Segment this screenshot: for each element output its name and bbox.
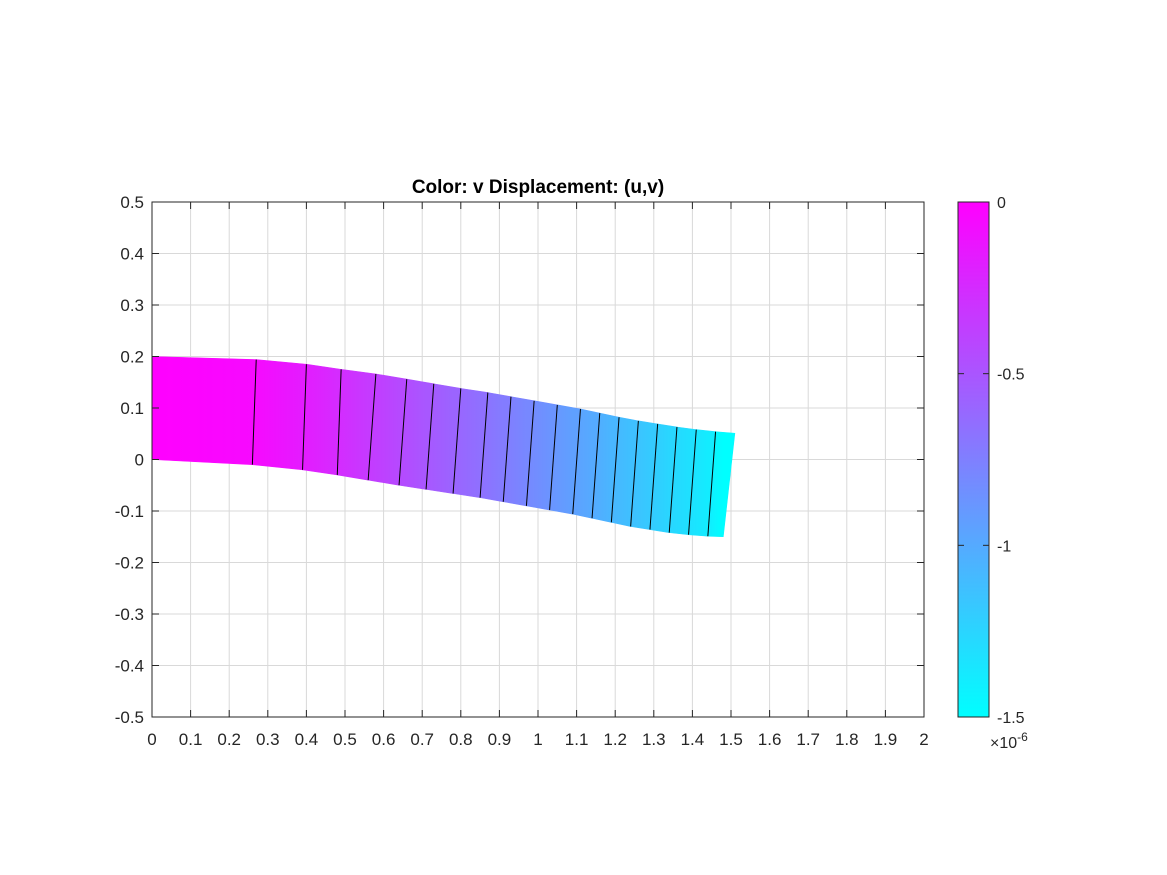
x-tick-marks	[151, 202, 925, 717]
mesh-line	[572, 408, 581, 515]
y-tick-label: 0.4	[120, 245, 144, 264]
x-tick-labels: 0 0.1 0.2 0.3 0.4 0.5 0.6 0.7 0.8 0.9 1 1.1 1.2 1.3 1.…	[147, 730, 928, 749]
y-tick-label: 0	[135, 451, 144, 470]
x-tick-label: 1.1	[565, 730, 589, 749]
x-tick-label: 2	[919, 730, 928, 749]
mesh-line	[707, 431, 717, 537]
mesh-line	[591, 413, 601, 519]
y-tick-label: 0.1	[120, 399, 144, 418]
y-tick-label: 0.5	[120, 193, 144, 212]
mesh-line	[398, 379, 408, 486]
colorbar-ticks	[958, 201, 989, 718]
x-tick-label: 0.8	[449, 730, 473, 749]
x-tick-label: 0.6	[372, 730, 396, 749]
x-tick-label: 1.5	[719, 730, 743, 749]
y-tick-label: -0.3	[115, 605, 144, 624]
y-tick-label: -0.5	[115, 708, 144, 727]
colorbar-tick-labels: 0 -0.5 -1 -1.5	[997, 195, 1025, 727]
mesh-line	[336, 369, 342, 475]
mesh-line	[425, 383, 435, 490]
deformed-beam	[151, 356, 736, 538]
mesh-line	[668, 427, 678, 533]
y-tick-label: -0.1	[115, 502, 144, 521]
mesh-lines	[251, 359, 717, 537]
mesh-line	[502, 396, 512, 502]
x-tick-label: 0.1	[179, 730, 203, 749]
mesh-line	[302, 364, 307, 470]
y-tick-marks	[152, 201, 924, 718]
x-tick-label: 1.3	[642, 730, 666, 749]
x-tick-label: 1.4	[681, 730, 705, 749]
mesh-line	[525, 400, 535, 506]
x-tick-label: 1.8	[835, 730, 859, 749]
x-tick-label: 1.2	[603, 730, 627, 749]
mesh-line	[367, 373, 377, 481]
x-tick-label: 0.7	[410, 730, 434, 749]
beam-element	[151, 356, 257, 465]
x-tick-label: 0.3	[256, 730, 280, 749]
beam-element	[252, 359, 307, 471]
colorbar-tick-label: -0.5	[997, 367, 1025, 384]
colorbar-tick-label: 0	[997, 195, 1006, 212]
x-tick-label: 0.4	[295, 730, 319, 749]
x-tick-label: 1.9	[874, 730, 898, 749]
x-tick-label: 0	[147, 730, 156, 749]
chart-title: Color: v Displacement: (u,v)	[412, 177, 664, 198]
y-tick-label: 0.3	[120, 296, 144, 315]
y-tick-label: -0.4	[115, 657, 144, 676]
mesh-line	[452, 388, 462, 494]
mesh-line	[549, 404, 558, 511]
mesh-line	[251, 359, 257, 465]
colorbar-exponent-power: -6	[1017, 730, 1028, 744]
x-tick-label: 0.5	[333, 730, 357, 749]
mesh-line	[688, 429, 697, 535]
mesh-line	[649, 423, 659, 530]
colorbar-tick-label: -1.5	[997, 710, 1025, 727]
x-tick-label: 0.2	[217, 730, 241, 749]
y-tick-label: 0.2	[120, 348, 144, 367]
colorbar-tick-label: -1	[997, 538, 1011, 555]
colorbar	[957, 201, 990, 718]
y-tick-labels: 0.5 0.4 0.3 0.2 0.1 0 -0.1 -0.2 -0.3 -0.4 -0.5	[115, 193, 144, 727]
x-tick-label: 1.7	[796, 730, 820, 749]
mesh-line	[630, 420, 639, 527]
colorbar-exponent-base: ×10	[990, 735, 1017, 752]
mesh-line	[479, 392, 489, 498]
mesh-line	[610, 417, 620, 523]
y-tick-label: -0.2	[115, 554, 144, 573]
x-tick-label: 0.9	[488, 730, 512, 749]
x-tick-label: 1.6	[758, 730, 782, 749]
colorbar-exponent: ×10-6	[990, 730, 1028, 752]
x-tick-label: 1	[533, 730, 542, 749]
beam-element	[302, 363, 342, 476]
